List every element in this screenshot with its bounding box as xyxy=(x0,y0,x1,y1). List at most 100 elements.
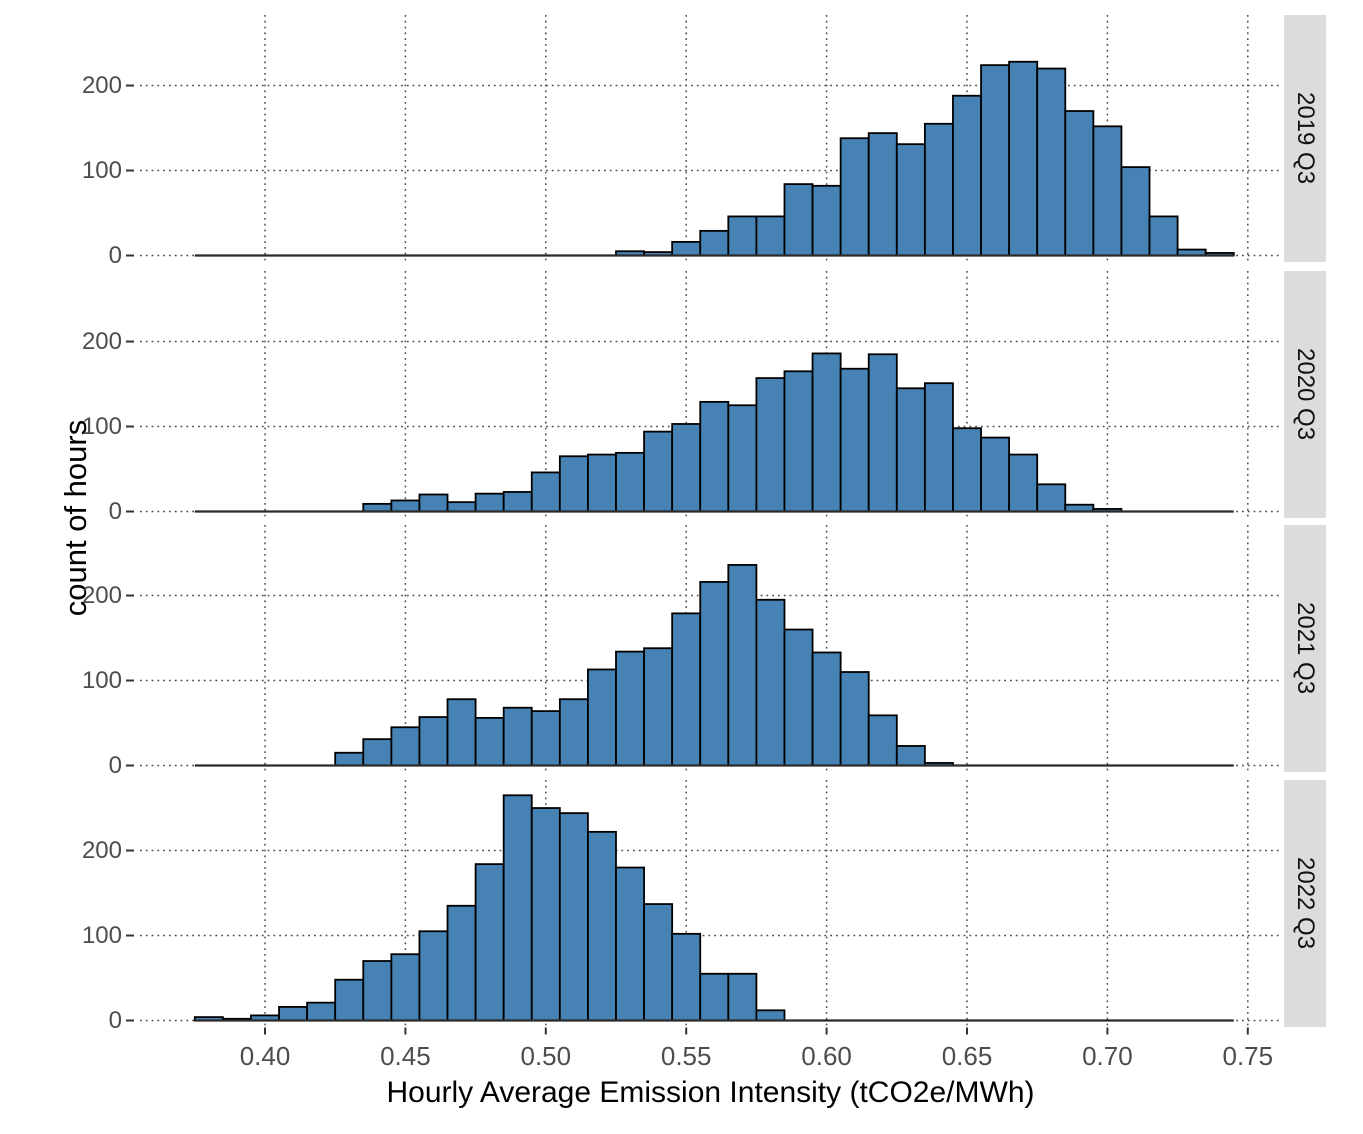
histogram-bar xyxy=(558,812,589,1022)
histogram-bar xyxy=(643,430,674,513)
histogram-bar xyxy=(699,581,730,767)
histogram-bar xyxy=(923,382,954,513)
x-tick-label: 0.65 xyxy=(941,1040,993,1071)
histogram-bar xyxy=(1148,215,1179,257)
histogram-bar xyxy=(418,930,449,1022)
histogram-bar xyxy=(362,960,393,1022)
histogram-bar xyxy=(1064,110,1095,257)
histogram-bar xyxy=(867,353,898,513)
histogram-bar xyxy=(671,932,702,1022)
facet-strip-label: 2019 Q3 xyxy=(1292,92,1319,185)
x-axis-title: Hourly Average Emission Intensity (tCO2e… xyxy=(386,1076,1035,1109)
histogram-bar xyxy=(699,229,730,257)
facet-strip-label: 2022 Q3 xyxy=(1292,857,1319,950)
histogram-bar xyxy=(699,400,730,513)
histogram-bar xyxy=(530,807,561,1022)
y-tick-label: 100 xyxy=(81,921,122,949)
histogram-bar xyxy=(587,830,617,1022)
histogram-bar xyxy=(1008,453,1039,513)
histogram-bar xyxy=(671,423,702,513)
histogram-bar xyxy=(783,370,814,513)
histogram-bar xyxy=(895,143,926,257)
histogram-bar xyxy=(923,122,954,257)
histogram-bar xyxy=(390,726,421,767)
histogram-bar xyxy=(867,132,898,257)
x-tick-label: 0.60 xyxy=(801,1040,852,1071)
histogram-bar xyxy=(502,794,533,1022)
y-tick-label: 100 xyxy=(81,156,122,184)
histogram-bar xyxy=(587,453,617,513)
histogram-bar xyxy=(502,706,533,767)
x-tick-label: 0.55 xyxy=(660,1040,712,1071)
histogram-bar xyxy=(1036,483,1067,513)
y-tick-label: 0 xyxy=(108,1006,122,1034)
histogram-bar xyxy=(839,367,870,513)
histogram-bar xyxy=(474,492,505,513)
histogram-bar xyxy=(980,436,1011,513)
histogram-bar xyxy=(755,598,786,767)
histogram-bar xyxy=(474,863,505,1022)
histogram-bar xyxy=(446,501,477,513)
histogram-bar xyxy=(727,564,758,767)
histogram-bar xyxy=(811,651,842,767)
histogram-bar xyxy=(671,240,702,257)
histogram-bar xyxy=(502,491,533,513)
histogram-bar xyxy=(558,455,589,513)
histogram-bar xyxy=(362,738,393,767)
histogram-bar xyxy=(727,404,758,513)
histogram-bar xyxy=(699,972,730,1022)
y-tick-label: 200 xyxy=(81,71,122,99)
histogram-bar xyxy=(727,215,758,257)
x-tick-label: 0.75 xyxy=(1222,1040,1274,1071)
y-tick-label: 0 xyxy=(108,751,122,779)
histogram-bar xyxy=(1092,125,1123,257)
histogram-bar xyxy=(839,137,870,257)
histogram-bar xyxy=(474,717,505,767)
histogram-bar xyxy=(867,714,898,767)
histogram-bar xyxy=(334,751,365,767)
facet-strip-label: 2020 Q3 xyxy=(1292,348,1319,441)
histogram-bar xyxy=(530,710,561,767)
histogram-bar xyxy=(1036,67,1067,257)
y-tick-label: 100 xyxy=(81,412,122,440)
histogram-bar xyxy=(1120,166,1151,257)
histogram-bar xyxy=(755,1009,786,1022)
x-tick-label: 0.40 xyxy=(239,1040,291,1071)
histogram-bar xyxy=(390,953,421,1022)
histogram-bar xyxy=(895,387,926,513)
histogram-bar xyxy=(643,647,674,767)
histogram-bar xyxy=(615,866,645,1022)
histogram-bar xyxy=(727,972,758,1022)
histogram-bar xyxy=(530,471,561,513)
histogram-bar xyxy=(811,184,842,257)
histogram-bar xyxy=(643,903,674,1022)
histogram-bar xyxy=(362,502,393,513)
histogram-bar xyxy=(783,628,814,767)
histogram-bar xyxy=(755,215,786,257)
histogram-bar xyxy=(418,493,449,513)
histogram-bar xyxy=(980,64,1011,257)
x-tick-label: 0.70 xyxy=(1082,1040,1133,1071)
histogram-bar xyxy=(558,698,589,767)
histogram-bar xyxy=(278,1006,309,1022)
x-tick-label: 0.45 xyxy=(380,1040,431,1071)
y-tick-label: 200 xyxy=(81,581,122,609)
histogram-bar xyxy=(306,1001,337,1022)
x-tick-label: 0.50 xyxy=(520,1040,572,1071)
histogram-bar xyxy=(446,904,477,1022)
histogram-bar xyxy=(783,183,814,257)
facet-strip: 2022 Q3 xyxy=(1284,780,1326,1027)
histogram-bar xyxy=(811,352,842,513)
histogram-bar xyxy=(895,745,926,767)
facet-strip: 2020 Q3 xyxy=(1284,271,1326,518)
y-tick-label: 0 xyxy=(108,497,122,525)
y-tick-label: 0 xyxy=(108,241,122,269)
histogram-bar xyxy=(839,671,870,767)
y-tick-label: 100 xyxy=(81,666,122,694)
facet-strip: 2021 Q3 xyxy=(1284,525,1326,772)
y-tick-label: 200 xyxy=(81,327,122,355)
histogram-bar xyxy=(671,612,702,767)
histogram-bar xyxy=(755,377,786,513)
